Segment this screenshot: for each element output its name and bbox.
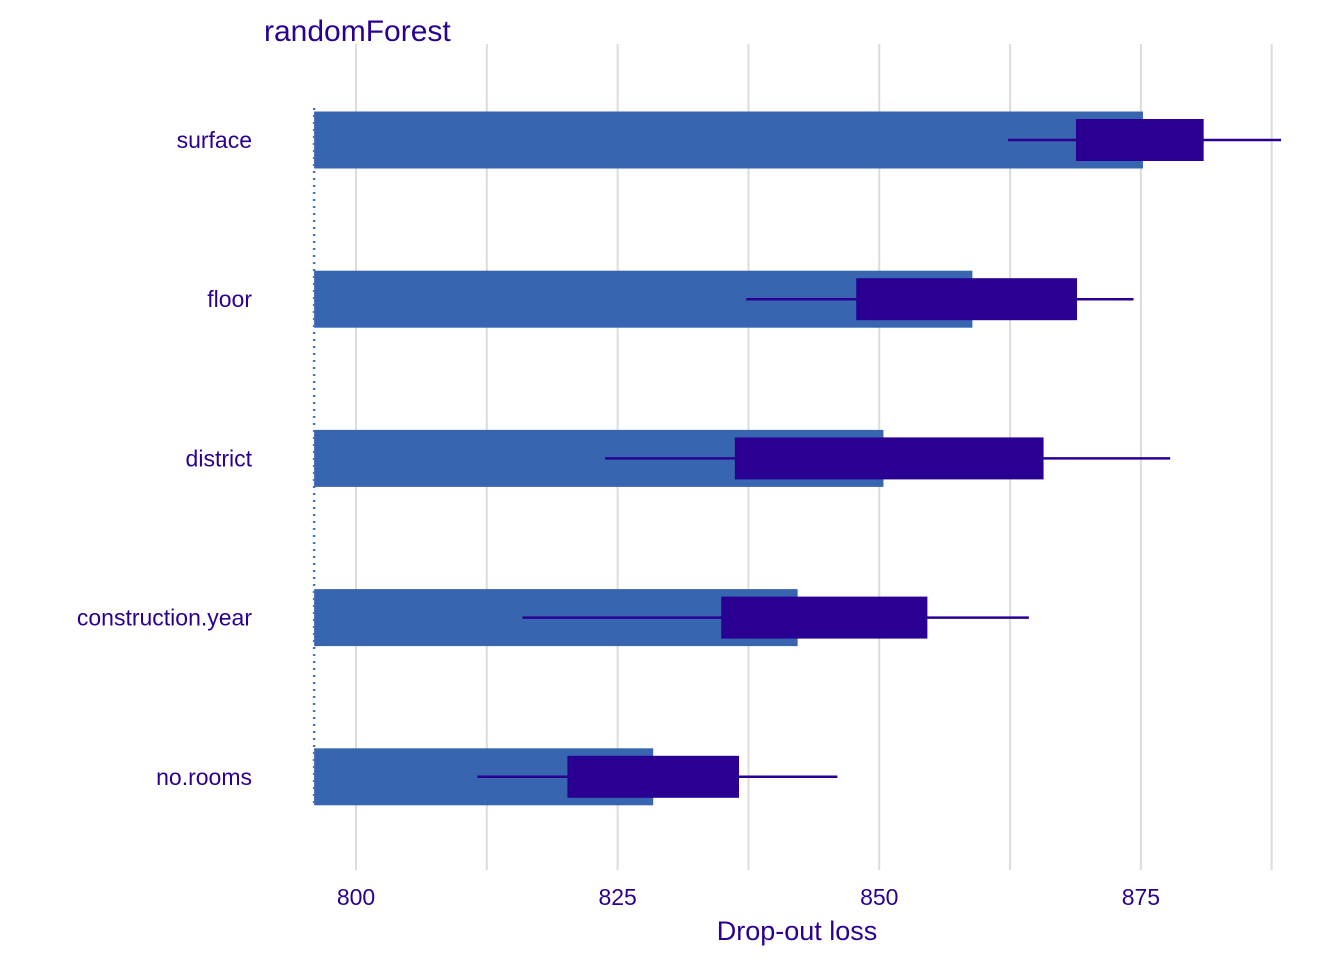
bar-surface (314, 111, 1143, 169)
y-label-surface: surface (177, 127, 252, 153)
box-surface (1075, 119, 1204, 161)
x-tick-850: 850 (860, 884, 898, 910)
y-axis-labels: surface floor district construction.year no.… (77, 127, 253, 790)
y-label-district: district (186, 445, 253, 471)
y-label-no.rooms: no.rooms (156, 764, 252, 790)
x-axis-label: Drop-out loss (717, 916, 878, 946)
x-axis-tick-labels: 800 825 850 875 (337, 884, 1160, 910)
y-label-floor: floor (207, 286, 252, 312)
box-construction.year (721, 596, 928, 639)
box-no.rooms (567, 755, 740, 798)
box-district (734, 437, 1044, 480)
x-tick-800: 800 (337, 884, 375, 910)
x-tick-875: 875 (1122, 884, 1160, 910)
x-tick-825: 825 (598, 884, 636, 910)
boxplots (477, 119, 1282, 798)
chart-title: randomForest (264, 15, 451, 48)
box-floor (856, 278, 1078, 321)
y-label-construction.year: construction.year (77, 605, 252, 631)
